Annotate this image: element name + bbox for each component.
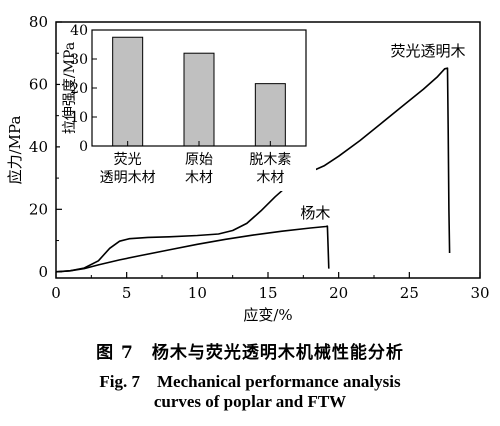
main-x-tick-label: 20 <box>329 284 348 302</box>
inset-bar <box>112 36 144 147</box>
inset-y-tick-label: 10 <box>70 110 88 126</box>
main-x-tick-label: 25 <box>400 284 419 302</box>
inset-x-tick-label: 木材 <box>185 170 213 186</box>
main-y-tick-label: 0 <box>38 263 48 281</box>
inset-y-tick-label: 30 <box>70 52 88 68</box>
main-y-tick-label: 20 <box>29 200 48 218</box>
inset-y-axis-label: 拉伸强度/MPa <box>62 42 78 134</box>
inset-y-tick-label: 20 <box>70 81 88 97</box>
main-x-axis-label: 应变/% <box>243 306 292 324</box>
series-label-poplar: 杨木 <box>300 204 330 222</box>
inset-x-tick-label: 透明木材 <box>100 170 156 186</box>
figure-caption-cn: 图 7 杨木与荧光透明木机械性能分析 <box>96 343 404 363</box>
main-y-tick-label: 40 <box>29 138 48 156</box>
inset-x-tick-label: 原始 <box>185 152 213 168</box>
figure-caption-en-line2: curves of poplar and FTW <box>153 392 347 411</box>
main-y-axis-label: 应力/MPa <box>6 116 24 185</box>
main-x-tick-label: 15 <box>258 284 277 302</box>
inset-bar <box>183 52 215 147</box>
main-x-tick-label: 0 <box>51 284 61 302</box>
inset-x-tick-label: 脱木素 <box>249 152 291 168</box>
inset-y-tick-label: 0 <box>79 139 88 155</box>
main-x-tick-label: 30 <box>470 284 489 302</box>
inset-y-tick-label: 40 <box>70 23 88 39</box>
inset-x-tick-label: 木材 <box>256 170 284 186</box>
inset-x-tick-label: 荧光 <box>114 151 142 168</box>
main-x-tick-label: 10 <box>188 284 207 302</box>
inset-plot-area <box>112 36 286 147</box>
main-y-tick-label: 60 <box>29 75 48 93</box>
series-label-ftw: 荧光透明木 <box>390 42 465 60</box>
series-line-poplar <box>55 225 330 273</box>
figure-caption-en-line1: Fig. 7 Mechanical performance analysis <box>99 372 401 391</box>
series-line-ftw <box>55 67 451 273</box>
inset-bar <box>254 83 286 147</box>
main-y-tick-label: 80 <box>29 13 48 31</box>
main-axes: 0 5 10 15 20 25 30 0 20 40 60 80 <box>29 13 490 302</box>
main-x-tick-label: 5 <box>122 284 132 302</box>
